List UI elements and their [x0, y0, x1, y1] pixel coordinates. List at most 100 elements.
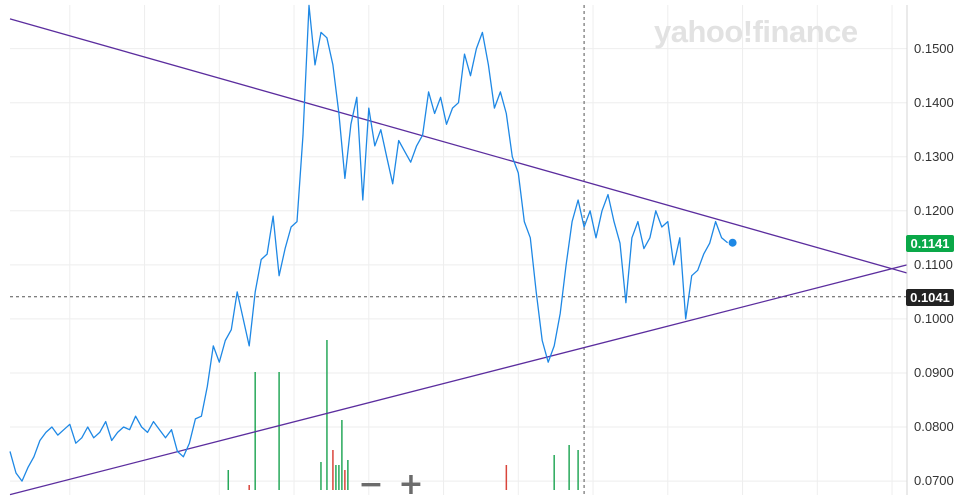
volume-bar: [248, 485, 250, 490]
crosshair: [10, 5, 907, 495]
grid: [10, 5, 907, 495]
price-point: [153, 421, 154, 422]
price-point: [476, 48, 477, 49]
price-point: [482, 32, 483, 33]
price-point: [494, 108, 495, 109]
price-point: [344, 178, 345, 179]
y-tick-label: 0.1400: [914, 94, 954, 110]
price-point: [661, 226, 662, 227]
price-point: [350, 124, 351, 125]
price-point: [643, 248, 644, 249]
price-point: [727, 242, 728, 243]
price-point: [548, 362, 549, 363]
price-point: [410, 162, 411, 163]
price-point: [320, 32, 321, 33]
price-point: [135, 416, 136, 417]
price-point: [392, 183, 393, 184]
price-point: [21, 480, 22, 481]
price-point: [231, 329, 232, 330]
zoom-in-button[interactable]: +: [398, 467, 424, 502]
last-price-tag: 0.1141: [906, 234, 954, 252]
price-point: [512, 156, 513, 157]
price-point: [314, 64, 315, 65]
price-point: [362, 199, 363, 200]
price-point: [15, 472, 16, 473]
price-point: [595, 237, 596, 238]
price-point: [685, 318, 686, 319]
price-point: [213, 345, 214, 346]
price-point: [416, 145, 417, 146]
price-point: [458, 102, 459, 103]
volume-bar: [278, 372, 280, 490]
price-point: [302, 135, 303, 136]
trendlines[interactable]: [9, 18, 908, 496]
zoom-out-button[interactable]: −: [358, 467, 384, 502]
price-point: [129, 429, 130, 430]
price-point: [709, 243, 710, 244]
price-point: [434, 113, 435, 114]
volume-bar: [320, 462, 322, 490]
yahoo-finance-logo: yahoo!finance: [654, 14, 858, 49]
price-point: [177, 451, 178, 452]
volume-bar: [344, 470, 346, 490]
price-point: [422, 135, 423, 136]
price-point: [368, 108, 369, 109]
volume-bar: [568, 445, 570, 490]
price-point: [518, 172, 519, 173]
price-point: [703, 253, 704, 254]
volume-bar: [338, 465, 340, 490]
price-point: [470, 75, 471, 76]
price-point: [225, 340, 226, 341]
volume-bar: [553, 455, 555, 490]
price-point: [679, 237, 680, 238]
price-point: [9, 451, 10, 452]
price-point: [338, 113, 339, 114]
price-point: [290, 226, 291, 227]
price-point: [27, 467, 28, 468]
volume-bars: [227, 340, 579, 490]
price-point: [261, 259, 262, 260]
price-point: [87, 426, 88, 427]
price-point: [697, 270, 698, 271]
y-tick-label: 0.1100: [914, 256, 953, 272]
price-point: [721, 237, 722, 238]
price-point: [578, 199, 579, 200]
price-point: [649, 237, 650, 238]
price-point: [506, 113, 507, 114]
volume-bar: [335, 465, 337, 490]
price-point: [500, 91, 501, 92]
price-point: [673, 264, 674, 265]
price-point: [530, 237, 531, 238]
price-point: [159, 429, 160, 430]
price-point: [183, 456, 184, 457]
price-point: [452, 108, 453, 109]
price-point: [566, 264, 567, 265]
price-point: [583, 226, 584, 227]
price-point: [63, 429, 64, 430]
price-point: [81, 437, 82, 438]
price-line: [9, 4, 729, 482]
price-point: [57, 435, 58, 436]
price-point: [255, 291, 256, 292]
price-point: [237, 291, 238, 292]
y-tick-label: 0.1000: [914, 310, 954, 326]
price-point: [607, 194, 608, 195]
y-tick-label: 0.0800: [914, 419, 954, 435]
price-point: [356, 97, 357, 98]
price-point: [655, 210, 656, 211]
price-point: [488, 64, 489, 65]
price-point: [398, 140, 399, 141]
price-point: [51, 426, 52, 427]
volume-bar: [341, 420, 343, 490]
price-point: [279, 275, 280, 276]
price-point: [296, 221, 297, 222]
price-point: [536, 291, 537, 292]
price-point: [524, 221, 525, 222]
price-point: [219, 362, 220, 363]
volume-bar: [347, 460, 349, 490]
price-point: [105, 421, 106, 422]
y-tick-label: 0.1200: [914, 202, 954, 218]
price-point: [601, 210, 602, 211]
price-point: [147, 432, 148, 433]
